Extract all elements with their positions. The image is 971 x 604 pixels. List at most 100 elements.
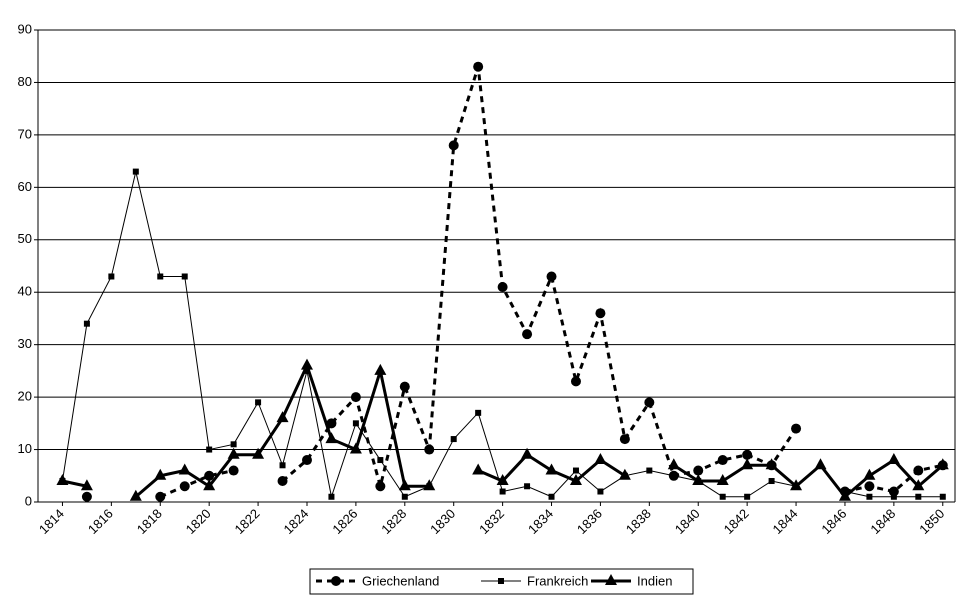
marker xyxy=(667,458,680,470)
x-tick-label: 1822 xyxy=(232,506,263,537)
marker xyxy=(252,447,265,459)
x-tick-label: 1844 xyxy=(770,506,801,537)
marker xyxy=(524,483,531,490)
legend-marker xyxy=(605,574,617,585)
marker xyxy=(594,453,607,465)
marker xyxy=(255,399,262,406)
marker xyxy=(326,418,337,429)
marker xyxy=(349,442,362,454)
marker xyxy=(83,320,90,327)
marker xyxy=(716,474,729,486)
marker xyxy=(545,463,558,475)
marker xyxy=(913,465,924,476)
x-tick-label: 1814 xyxy=(36,506,67,537)
marker xyxy=(570,376,581,387)
x-tick-label: 1836 xyxy=(574,506,605,537)
marker xyxy=(398,479,411,491)
marker xyxy=(744,493,751,500)
x-tick-label: 1816 xyxy=(85,506,116,537)
marker xyxy=(377,457,384,464)
y-tick-label: 0 xyxy=(25,493,32,508)
marker xyxy=(644,397,655,408)
marker xyxy=(181,273,188,280)
marker xyxy=(595,308,606,319)
x-tick-label: 1828 xyxy=(378,506,409,537)
x-tick-label: 1842 xyxy=(721,506,752,537)
marker xyxy=(301,455,312,466)
marker xyxy=(646,467,653,474)
y-tick-label: 90 xyxy=(18,21,32,36)
legend-label: Frankreich xyxy=(527,573,588,588)
marker xyxy=(129,489,142,501)
marker xyxy=(569,474,582,486)
marker xyxy=(328,493,335,500)
marker xyxy=(178,463,191,475)
y-tick-label: 80 xyxy=(18,74,32,89)
marker xyxy=(204,470,215,481)
marker xyxy=(276,411,289,423)
marker xyxy=(448,140,459,151)
x-tick-label: 1820 xyxy=(183,506,214,537)
marker xyxy=(230,441,237,448)
plot-area xyxy=(38,30,955,502)
marker xyxy=(496,474,509,486)
marker xyxy=(717,455,728,466)
marker xyxy=(399,381,410,392)
marker xyxy=(154,468,167,480)
marker xyxy=(80,479,93,491)
marker xyxy=(572,467,579,474)
y-tick-label: 30 xyxy=(18,336,32,351)
x-tick-label: 1824 xyxy=(280,506,311,537)
marker xyxy=(108,273,115,280)
y-tick-label: 60 xyxy=(18,179,32,194)
marker xyxy=(863,468,876,480)
marker xyxy=(303,367,310,374)
x-tick-label: 1840 xyxy=(672,506,703,537)
marker xyxy=(352,420,359,427)
x-tick-label: 1818 xyxy=(134,506,165,537)
marker xyxy=(227,447,240,459)
marker xyxy=(864,481,875,492)
marker xyxy=(548,493,555,500)
marker xyxy=(277,476,288,487)
marker xyxy=(597,488,604,495)
marker xyxy=(838,489,851,501)
marker xyxy=(475,409,482,416)
x-tick-label: 1846 xyxy=(818,506,849,537)
marker xyxy=(157,273,164,280)
x-tick-label: 1832 xyxy=(476,506,507,537)
marker xyxy=(56,474,69,486)
marker xyxy=(741,458,754,470)
marker xyxy=(155,491,166,502)
marker xyxy=(915,493,922,500)
marker xyxy=(912,479,925,491)
marker xyxy=(279,462,286,469)
marker xyxy=(521,447,534,459)
marker xyxy=(375,481,386,492)
marker xyxy=(424,444,435,455)
marker xyxy=(228,465,239,476)
y-tick-label: 10 xyxy=(18,441,32,456)
marker xyxy=(768,478,775,485)
marker xyxy=(499,488,506,495)
marker xyxy=(325,432,338,444)
marker xyxy=(936,458,949,470)
legend-marker xyxy=(498,578,504,584)
marker xyxy=(401,493,408,500)
marker xyxy=(206,446,213,453)
marker xyxy=(522,329,533,340)
x-tick-label: 1850 xyxy=(916,506,947,537)
y-tick-label: 50 xyxy=(18,231,32,246)
marker xyxy=(619,434,630,445)
marker xyxy=(939,493,946,500)
legend-marker xyxy=(331,576,341,586)
x-tick-label: 1826 xyxy=(329,506,360,537)
marker xyxy=(866,493,873,500)
marker xyxy=(423,479,436,491)
marker xyxy=(450,436,457,443)
legend-label: Griechenland xyxy=(362,573,439,588)
marker xyxy=(81,491,92,502)
marker xyxy=(692,474,705,486)
y-tick-label: 20 xyxy=(18,389,32,404)
